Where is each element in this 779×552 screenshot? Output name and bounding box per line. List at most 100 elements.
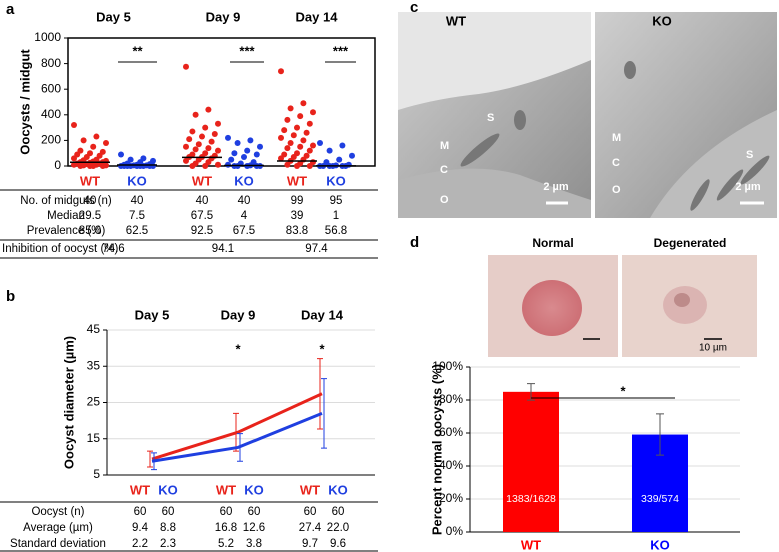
x-tick-label: KO <box>127 173 147 188</box>
table-cell: 4 <box>241 210 248 222</box>
dot <box>310 142 316 149</box>
scale-label: 10 µm <box>699 343 727 354</box>
bar <box>503 391 559 532</box>
error-bar <box>656 413 664 456</box>
y-tick-label: 40% <box>439 458 463 472</box>
error-bar <box>321 378 327 449</box>
dot <box>306 147 313 154</box>
table-cell: 60 <box>134 506 147 518</box>
table-cell: 95 <box>330 195 343 207</box>
dot <box>93 133 100 140</box>
row-label: Average (µm) <box>23 522 93 534</box>
table-cell: 2.3 <box>160 538 176 550</box>
dot <box>290 132 297 139</box>
x-tick-label: KO <box>234 173 254 188</box>
dot <box>183 63 189 70</box>
error-bar <box>237 433 243 462</box>
significance: * <box>235 341 241 356</box>
y-tick-label: 20% <box>439 491 463 505</box>
dot <box>317 139 323 146</box>
panel-label: d <box>410 234 419 251</box>
dot <box>297 143 304 150</box>
dot <box>90 143 97 150</box>
table-cell: 60 <box>162 506 175 518</box>
dot <box>202 163 209 169</box>
y-tick-label: 60% <box>439 425 463 439</box>
dot <box>349 152 355 159</box>
y-tick-label: 1000 <box>34 30 61 44</box>
table-cell: 9.4 <box>132 522 149 534</box>
dot <box>284 161 291 168</box>
table-cell: 5.2 <box>218 538 234 550</box>
y-tick-label: 0 <box>54 158 61 172</box>
table-cell: 2.2 <box>132 538 148 550</box>
y-axis-label: Oocysts / midgut <box>17 49 32 155</box>
dot <box>134 163 140 169</box>
significance: ** <box>132 43 143 58</box>
dot <box>278 134 284 141</box>
scale-label: 2 µm <box>735 181 761 193</box>
em-images <box>398 12 777 218</box>
dot <box>215 120 221 127</box>
group-label: Day 5 <box>96 9 131 24</box>
dot <box>189 163 196 169</box>
table-cell: 94.1 <box>212 243 234 255</box>
dot <box>231 150 238 157</box>
table-cell: 12.6 <box>243 522 265 534</box>
dot <box>339 142 346 149</box>
line <box>151 392 323 461</box>
table-cell: 8.8 <box>160 522 176 534</box>
error-bar <box>317 358 323 430</box>
table-cell: 60 <box>332 506 345 518</box>
y-tick-label: 800 <box>41 56 61 70</box>
em-label: M <box>440 140 449 152</box>
em-region <box>650 110 777 218</box>
em-label: C <box>612 157 620 169</box>
y-tick-label: 5 <box>93 467 100 481</box>
table-cell: 16.8 <box>215 522 237 534</box>
dot <box>284 116 291 123</box>
error-bar <box>147 450 153 468</box>
row-label: No. of midguts (n) <box>20 195 112 207</box>
panel-label: a <box>6 1 15 18</box>
em-label: S <box>746 149 753 161</box>
table-cell: 62.5 <box>126 225 148 237</box>
table-cell: 83.8 <box>286 225 308 237</box>
table-cell: 85.0 <box>79 225 101 237</box>
significance: *** <box>333 43 349 58</box>
dot <box>297 113 304 120</box>
plot-frame <box>67 37 376 167</box>
em-label: O <box>612 184 621 196</box>
dot <box>284 145 291 152</box>
dot <box>211 131 218 137</box>
dot <box>99 163 106 169</box>
y-axis-label: Oocyst diameter (µm) <box>61 336 76 469</box>
row-label: Median <box>47 210 85 222</box>
line <box>151 411 323 463</box>
table-cell: 3.8 <box>246 538 262 550</box>
group-label: Day 9 <box>206 9 241 24</box>
dot <box>71 122 77 129</box>
table-cell: 40 <box>196 195 209 207</box>
dot <box>287 139 294 146</box>
dot <box>294 163 300 169</box>
row-label: Inhibition of oocyst (%) <box>2 243 119 255</box>
error-bar <box>151 452 157 471</box>
table-cell: 9.7 <box>302 538 318 550</box>
dot <box>192 146 199 153</box>
dot <box>71 161 77 168</box>
y-tick-label: 0% <box>446 524 464 538</box>
dot <box>183 143 189 150</box>
table-cell: 74.6 <box>102 243 124 255</box>
dot <box>208 138 215 145</box>
group-label: KO <box>244 482 264 497</box>
significance: *** <box>239 43 255 58</box>
table-cell: 67.5 <box>233 225 255 237</box>
y-tick-label: 35 <box>87 358 101 372</box>
table-cell: 97.4 <box>305 243 328 255</box>
x-tick-label: Day 5 <box>135 307 170 322</box>
value-label: 339/574 <box>641 493 679 505</box>
scale-label: 2 µm <box>543 181 569 193</box>
em-labels: WT KO S M C O M C O S 2 µm 2 µm <box>440 13 764 206</box>
row-label: Standard deviation <box>10 538 106 550</box>
